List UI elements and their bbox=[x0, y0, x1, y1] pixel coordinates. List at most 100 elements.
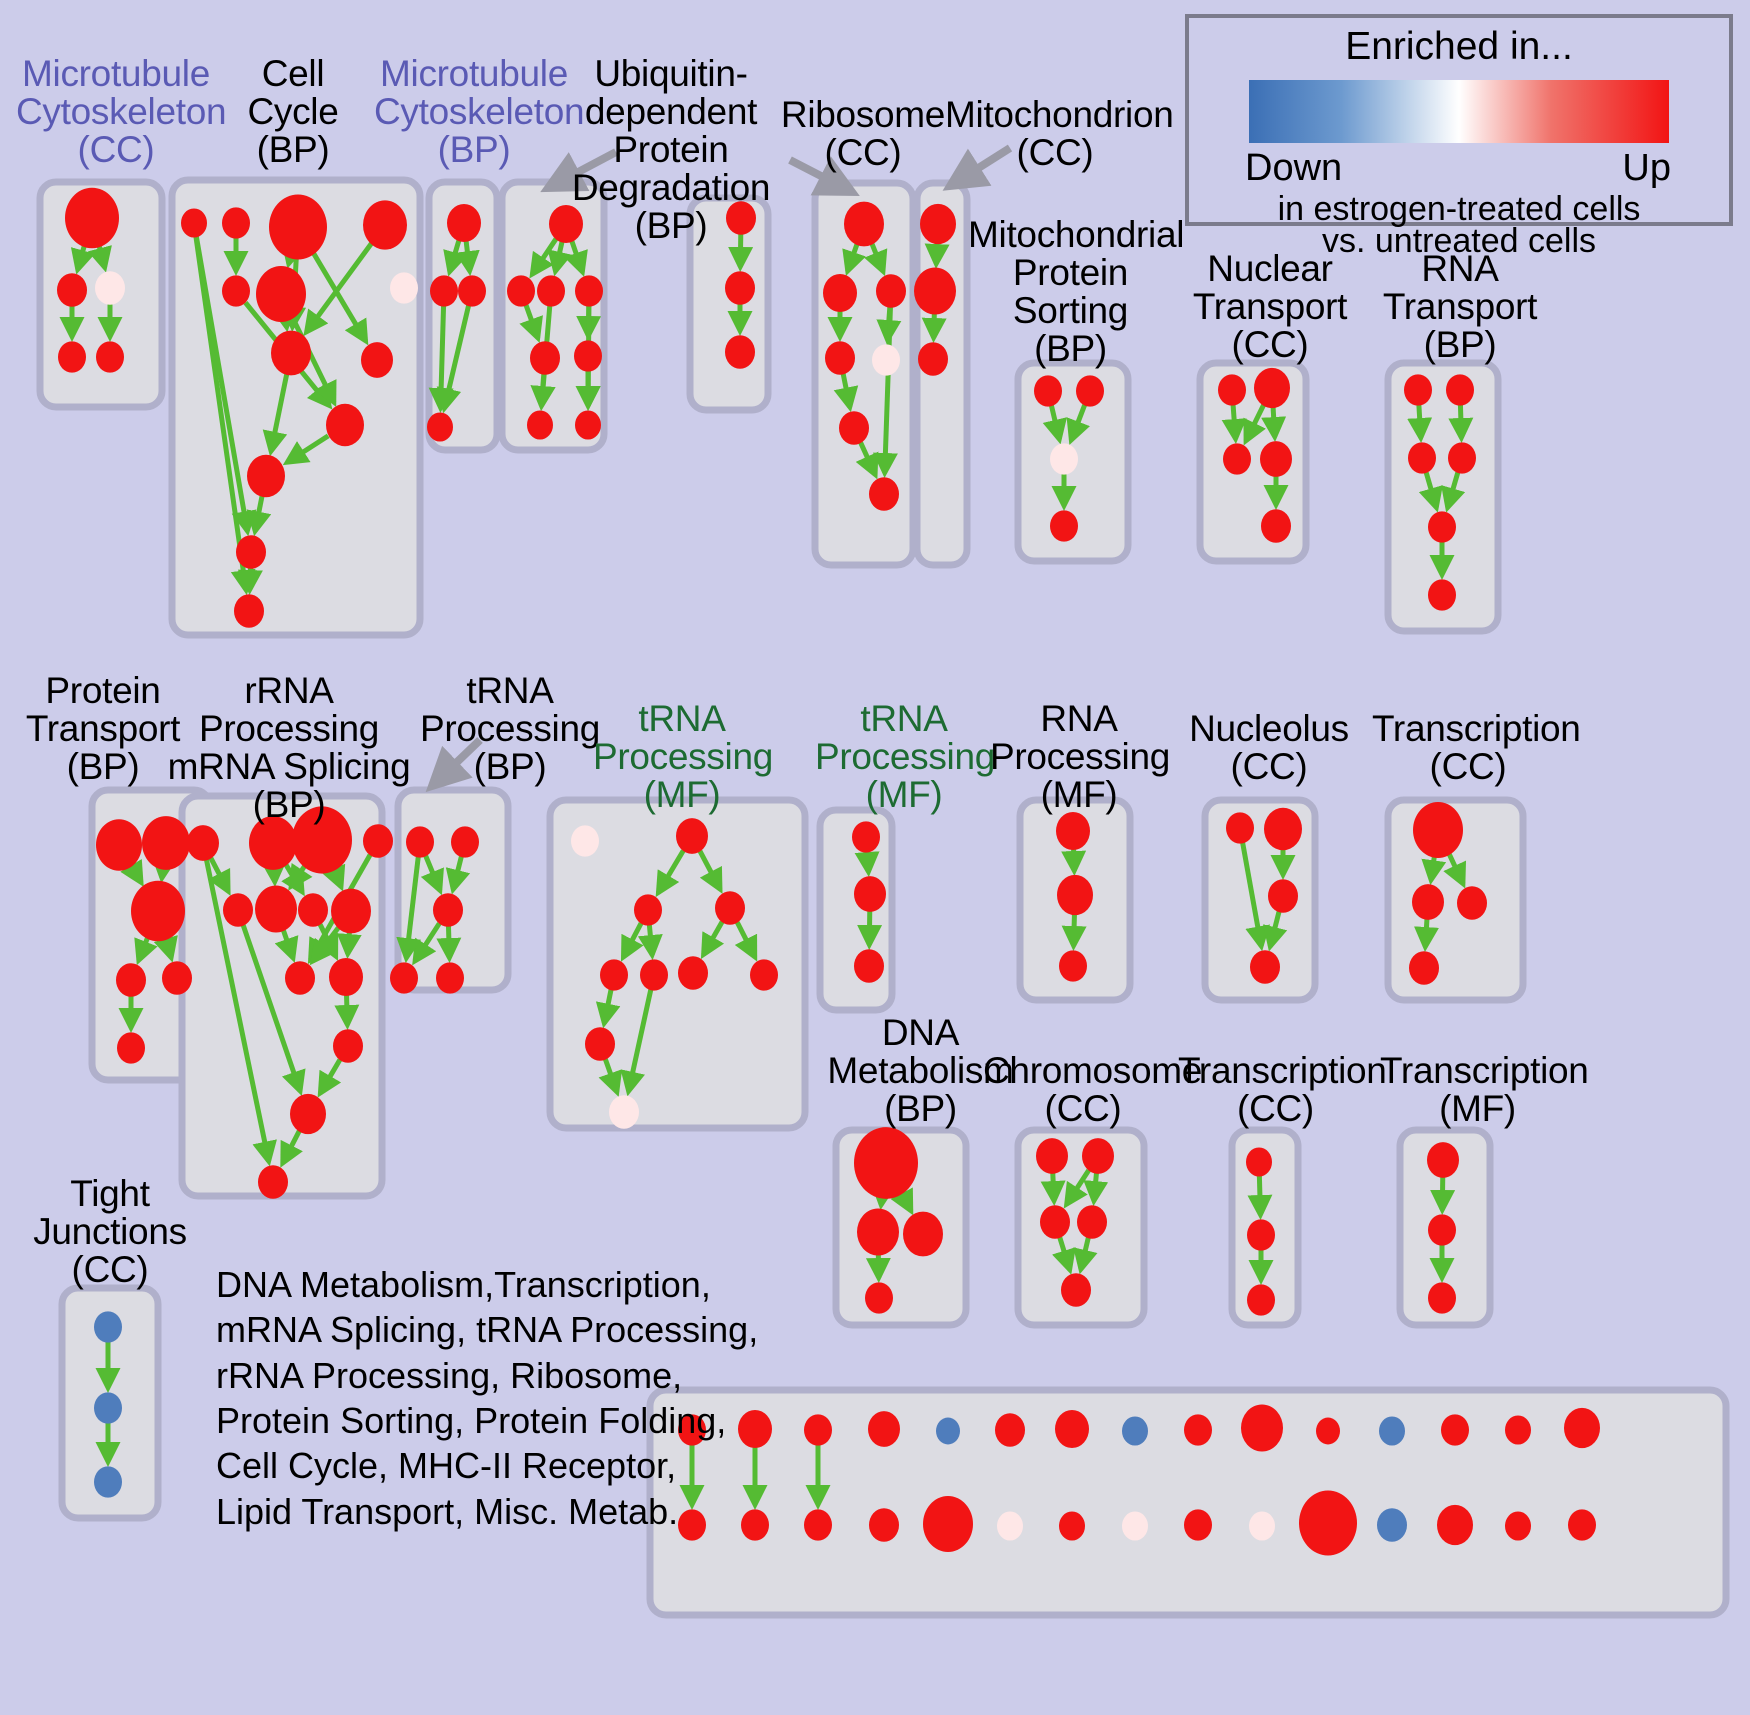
network-node[interactable] bbox=[678, 956, 708, 990]
network-node[interactable] bbox=[234, 594, 264, 628]
network-node[interactable] bbox=[1254, 367, 1290, 409]
network-node[interactable] bbox=[1268, 879, 1298, 913]
network-node[interactable] bbox=[1377, 1508, 1407, 1542]
panel-trna-processing-mf-2[interactable] bbox=[816, 806, 896, 1014]
panel-misc-wide[interactable] bbox=[646, 1386, 1730, 1619]
panel-nucleolus-cc[interactable] bbox=[1201, 796, 1319, 1004]
network-node[interactable] bbox=[1218, 374, 1246, 406]
panel-mitochondrion-cc[interactable] bbox=[913, 179, 971, 569]
network-node[interactable] bbox=[600, 959, 628, 991]
network-node[interactable] bbox=[1034, 375, 1062, 407]
network-node[interactable] bbox=[725, 271, 755, 305]
network-node[interactable] bbox=[914, 267, 956, 315]
panel-rna-processing-mf[interactable] bbox=[1016, 796, 1134, 1004]
network-node[interactable] bbox=[117, 1032, 145, 1064]
network-node[interactable] bbox=[854, 876, 886, 912]
network-node[interactable] bbox=[903, 1211, 943, 1257]
network-node[interactable] bbox=[1184, 1509, 1212, 1541]
network-node[interactable] bbox=[750, 959, 778, 991]
network-node[interactable] bbox=[1261, 509, 1291, 543]
network-node[interactable] bbox=[1122, 1416, 1148, 1446]
network-node[interactable] bbox=[868, 1411, 900, 1447]
network-node[interactable] bbox=[1505, 1511, 1531, 1541]
panel-mitochondrial-protein-sorting-bp[interactable] bbox=[1014, 359, 1132, 565]
network-node[interactable] bbox=[640, 959, 668, 991]
network-node[interactable] bbox=[1250, 950, 1280, 984]
network-node[interactable] bbox=[1122, 1511, 1148, 1541]
network-node[interactable] bbox=[390, 962, 418, 994]
network-node[interactable] bbox=[1246, 1147, 1272, 1177]
network-node[interactable] bbox=[537, 275, 565, 307]
network-node[interactable] bbox=[839, 411, 869, 445]
network-node[interactable] bbox=[804, 1414, 832, 1446]
network-node[interactable] bbox=[187, 825, 219, 861]
panel-chromosome-cc[interactable] bbox=[1014, 1126, 1148, 1329]
network-node[interactable] bbox=[1077, 1205, 1107, 1239]
network-node[interactable] bbox=[857, 1208, 899, 1256]
network-node[interactable] bbox=[427, 412, 453, 442]
network-node[interactable] bbox=[852, 821, 880, 853]
network-node[interactable] bbox=[865, 1282, 893, 1314]
network-node[interactable] bbox=[1040, 1205, 1070, 1239]
panel-ribosome-cc[interactable] bbox=[811, 179, 917, 569]
network-node[interactable] bbox=[507, 275, 535, 307]
network-node[interactable] bbox=[920, 203, 956, 245]
panel-nuclear-transport-cc[interactable] bbox=[1196, 359, 1310, 565]
network-node[interactable] bbox=[331, 888, 371, 934]
network-node[interactable] bbox=[1427, 1142, 1459, 1178]
panel-transcription-cc-2[interactable] bbox=[1228, 1126, 1302, 1329]
network-node[interactable] bbox=[451, 826, 479, 858]
network-node[interactable] bbox=[1249, 1511, 1275, 1541]
network-node[interactable] bbox=[527, 410, 553, 440]
network-node[interactable] bbox=[1409, 951, 1439, 985]
network-node[interactable] bbox=[872, 344, 900, 376]
network-node[interactable] bbox=[530, 341, 560, 375]
network-node[interactable] bbox=[804, 1509, 832, 1541]
network-node[interactable] bbox=[285, 961, 315, 995]
network-node[interactable] bbox=[271, 330, 311, 376]
network-node[interactable] bbox=[1428, 1214, 1456, 1246]
network-node[interactable] bbox=[923, 1496, 973, 1552]
network-node[interactable] bbox=[131, 880, 185, 942]
network-node[interactable] bbox=[1247, 1284, 1275, 1316]
panel-transcription-mf[interactable] bbox=[1396, 1126, 1494, 1329]
panel-rna-transport-bp[interactable] bbox=[1384, 359, 1502, 635]
network-node[interactable] bbox=[390, 272, 418, 304]
network-node[interactable] bbox=[725, 335, 755, 369]
network-node[interactable] bbox=[255, 885, 297, 933]
network-node[interactable] bbox=[430, 275, 458, 307]
network-node[interactable] bbox=[236, 535, 266, 569]
network-node[interactable] bbox=[96, 819, 142, 871]
network-node[interactable] bbox=[869, 1508, 899, 1542]
network-node[interactable] bbox=[1448, 442, 1476, 474]
network-node[interactable] bbox=[258, 1165, 288, 1199]
panel-rrna-mrna-bp[interactable] bbox=[178, 792, 386, 1200]
panel-cell-cycle-bp[interactable] bbox=[168, 176, 424, 639]
network-node[interactable] bbox=[995, 1413, 1025, 1447]
network-node[interactable] bbox=[936, 1417, 960, 1445]
network-node[interactable] bbox=[1059, 950, 1087, 982]
network-node[interactable] bbox=[94, 1311, 122, 1343]
network-node[interactable] bbox=[1264, 807, 1302, 851]
network-node[interactable] bbox=[333, 1029, 363, 1063]
panel-trna-processing-bp[interactable] bbox=[394, 786, 512, 994]
network-node[interactable] bbox=[222, 207, 250, 239]
network-node[interactable] bbox=[1404, 374, 1432, 406]
network-node[interactable] bbox=[406, 826, 434, 858]
network-node[interactable] bbox=[585, 1027, 615, 1061]
network-node[interactable] bbox=[1505, 1415, 1531, 1445]
network-node[interactable] bbox=[1057, 874, 1093, 916]
network-node[interactable] bbox=[1082, 1138, 1114, 1174]
network-node[interactable] bbox=[574, 340, 602, 372]
network-node[interactable] bbox=[95, 271, 125, 305]
network-node[interactable] bbox=[1408, 442, 1436, 474]
network-node[interactable] bbox=[609, 1095, 639, 1129]
panel-transcription-cc-1[interactable] bbox=[1384, 796, 1527, 1004]
network-node[interactable] bbox=[1055, 1409, 1089, 1449]
network-node[interactable] bbox=[181, 208, 207, 238]
network-node[interactable] bbox=[58, 341, 86, 373]
network-node[interactable] bbox=[1428, 511, 1456, 543]
network-node[interactable] bbox=[363, 824, 393, 858]
network-node[interactable] bbox=[162, 961, 192, 995]
network-node[interactable] bbox=[436, 962, 464, 994]
